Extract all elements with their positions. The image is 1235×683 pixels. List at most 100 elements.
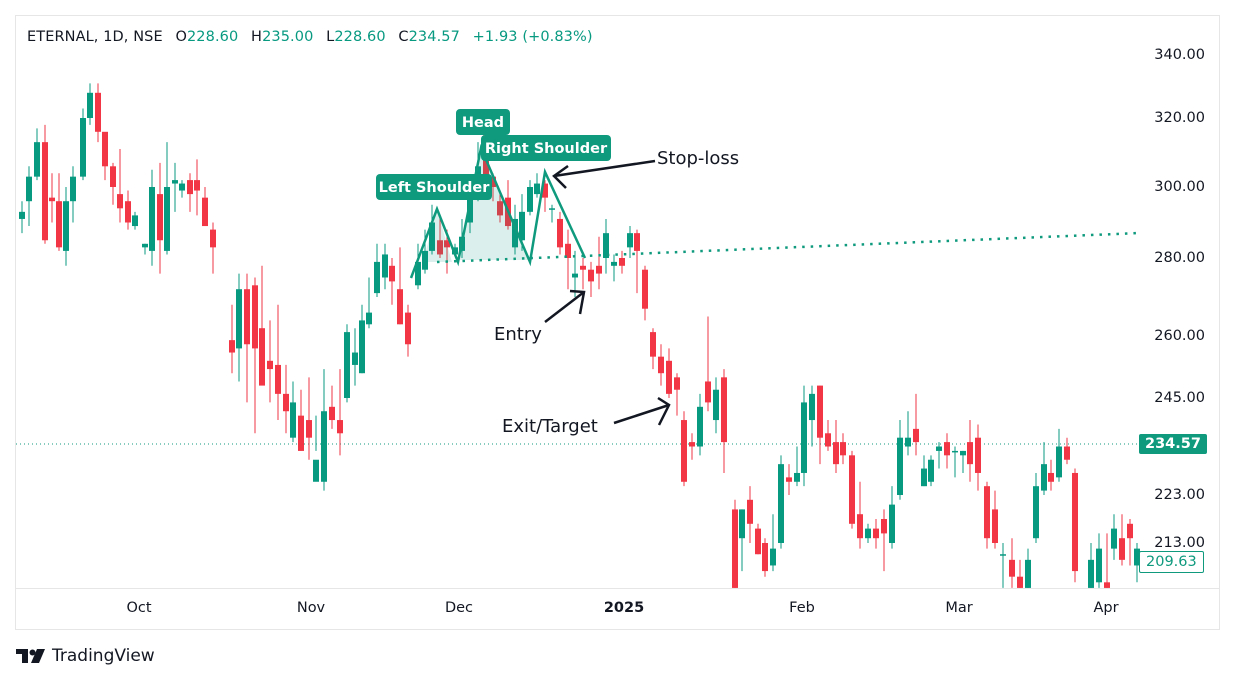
candle bbox=[187, 173, 193, 212]
time-axis-divider bbox=[15, 588, 1220, 589]
candle bbox=[778, 455, 784, 549]
chart-frame bbox=[15, 15, 1220, 630]
candle bbox=[565, 229, 571, 290]
candle bbox=[267, 320, 273, 403]
crosshair-price-badge: 209.63 bbox=[1139, 551, 1204, 573]
candle bbox=[603, 218, 609, 274]
exit-target-annotation[interactable]: Exit/Target bbox=[502, 396, 671, 437]
svg-text:Left Shoulder: Left Shoulder bbox=[379, 180, 491, 196]
candle bbox=[681, 411, 687, 487]
candle bbox=[157, 162, 163, 274]
svg-text:Right Shoulder: Right Shoulder bbox=[485, 141, 608, 157]
candle bbox=[142, 243, 148, 255]
candle bbox=[944, 433, 950, 469]
candle bbox=[897, 420, 903, 500]
candle bbox=[306, 377, 312, 460]
candle bbox=[19, 201, 25, 234]
head-label[interactable]: Head bbox=[456, 109, 510, 135]
candle bbox=[374, 243, 380, 297]
candle bbox=[689, 433, 695, 460]
candle bbox=[337, 369, 343, 456]
candle bbox=[1134, 543, 1140, 583]
candle bbox=[849, 450, 855, 529]
candle bbox=[344, 324, 350, 403]
candle bbox=[960, 450, 966, 473]
candle bbox=[666, 348, 672, 398]
candle bbox=[534, 173, 540, 198]
left-shoulder-label[interactable]: Left Shoulder bbox=[376, 174, 492, 200]
candle bbox=[739, 509, 745, 572]
svg-text:Head: Head bbox=[462, 115, 504, 131]
candle bbox=[1111, 514, 1117, 560]
candle bbox=[611, 254, 617, 282]
last-price-badge: 234.57 bbox=[1139, 434, 1207, 454]
time-tick: 2025 bbox=[603, 600, 645, 616]
candle bbox=[889, 486, 895, 549]
price-tick: 245.00 bbox=[1154, 390, 1205, 406]
candle bbox=[63, 187, 69, 266]
candle bbox=[1009, 538, 1015, 588]
candle bbox=[557, 211, 563, 255]
price-tick: 280.00 bbox=[1154, 250, 1205, 266]
candle bbox=[1064, 437, 1070, 465]
candle bbox=[352, 328, 358, 386]
candle bbox=[770, 514, 776, 572]
price-axis[interactable]: 340.00 320.00 300.00 280.00 260.00 245.00 223.… bbox=[1140, 15, 1220, 589]
time-tick: Dec bbox=[444, 600, 474, 616]
candle bbox=[596, 236, 602, 290]
candle bbox=[1033, 472, 1039, 543]
candle bbox=[164, 142, 170, 255]
candle bbox=[755, 523, 761, 555]
stop-loss-annotation[interactable]: Stop-loss bbox=[552, 148, 739, 189]
candle bbox=[865, 523, 871, 543]
candle bbox=[125, 190, 131, 230]
candle bbox=[1127, 519, 1133, 566]
candle bbox=[873, 519, 879, 549]
candle bbox=[382, 243, 388, 290]
candle bbox=[840, 433, 846, 465]
candle bbox=[619, 250, 625, 274]
candle bbox=[202, 187, 208, 227]
high-key: H bbox=[251, 29, 263, 45]
time-tick: Feb bbox=[789, 600, 815, 616]
candle bbox=[80, 108, 86, 181]
candle bbox=[952, 446, 958, 478]
candle bbox=[117, 149, 123, 223]
candle bbox=[56, 173, 62, 251]
close-key: C bbox=[398, 29, 409, 45]
brand-name: TradingView bbox=[52, 646, 155, 666]
candle bbox=[762, 538, 768, 577]
candle bbox=[572, 250, 578, 297]
candle bbox=[236, 273, 242, 382]
candle bbox=[366, 277, 372, 329]
candle bbox=[34, 128, 40, 181]
candle bbox=[259, 265, 265, 386]
candle bbox=[674, 373, 680, 416]
candle bbox=[1104, 533, 1110, 588]
time-tick: Mar bbox=[945, 600, 973, 616]
entry-annotation[interactable]: Entry bbox=[494, 289, 586, 345]
candle bbox=[705, 316, 711, 412]
candle bbox=[817, 385, 823, 465]
symbol-label[interactable]: ETERNAL, 1D, NSE bbox=[27, 29, 163, 45]
candle bbox=[210, 222, 216, 274]
candle bbox=[110, 162, 116, 205]
candle bbox=[967, 420, 973, 482]
candle bbox=[149, 169, 155, 266]
candle bbox=[881, 509, 887, 572]
candle bbox=[857, 481, 863, 549]
tradingview-brand[interactable]: TradingView bbox=[16, 646, 155, 666]
candle bbox=[928, 455, 934, 487]
right-shoulder-label[interactable]: Right Shoulder bbox=[481, 135, 611, 161]
candle bbox=[713, 377, 719, 434]
candle bbox=[975, 424, 981, 491]
candle bbox=[905, 411, 911, 456]
candle bbox=[313, 415, 319, 482]
time-tick: Apr bbox=[1093, 600, 1119, 616]
candle bbox=[921, 455, 927, 487]
candle bbox=[809, 385, 815, 447]
candle bbox=[1088, 543, 1094, 588]
candle bbox=[1096, 533, 1102, 588]
candle bbox=[732, 499, 738, 588]
